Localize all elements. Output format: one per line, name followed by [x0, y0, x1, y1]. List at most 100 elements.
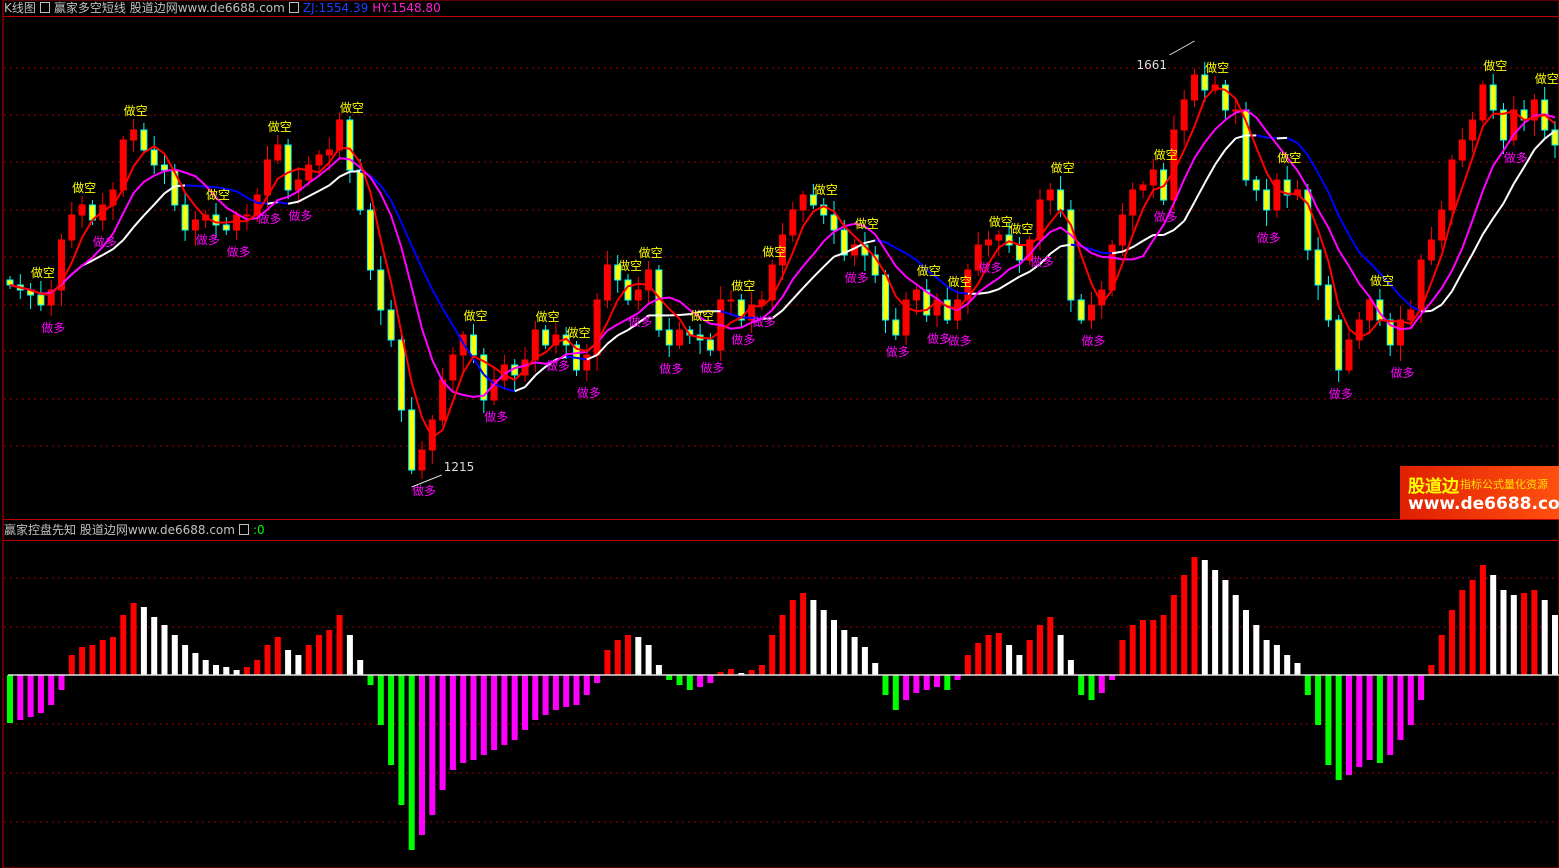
- candle: [408, 397, 416, 474]
- candle-body: [47, 289, 55, 306]
- candle: [1324, 276, 1332, 327]
- histogram-bar: [48, 675, 55, 705]
- sell-signal-label: 做空: [124, 103, 148, 118]
- histogram-bar: [1356, 675, 1363, 767]
- histogram-bar: [295, 655, 302, 675]
- indicator-box-icon[interactable]: [39, 2, 50, 13]
- buy-signal-label: 做多: [1030, 254, 1054, 269]
- candle-body: [531, 329, 539, 361]
- sell-signal-label: 做空: [1277, 150, 1301, 165]
- candle-body: [387, 309, 395, 341]
- ma-slow-segment: [1533, 138, 1546, 151]
- histogram-bar: [1222, 580, 1229, 675]
- candle-body: [820, 204, 828, 216]
- candle-body: [1067, 209, 1075, 301]
- buy-signal-label: 做多: [258, 211, 282, 226]
- ma-slow-segment: [957, 291, 969, 295]
- sell-signal-label: 做空: [989, 214, 1013, 229]
- sell-signal-label: 做空: [72, 180, 96, 195]
- sell-signal-label: 做空: [855, 216, 879, 231]
- ma-slow-segment: [596, 343, 609, 356]
- indicator-box-icon[interactable]: [288, 2, 299, 13]
- ma-slow-segment: [1091, 248, 1103, 254]
- candle-body: [58, 239, 65, 291]
- indicator-box-icon[interactable]: [238, 524, 249, 535]
- candle: [325, 138, 333, 171]
- candle: [1201, 62, 1209, 102]
- ma-slow-segment: [895, 247, 907, 255]
- candle-body: [1335, 319, 1343, 371]
- buy-signal-label: 做多: [412, 483, 436, 498]
- candle-body: [1180, 99, 1188, 131]
- histogram-bar: [666, 675, 673, 680]
- ma-slow-segment: [421, 267, 434, 291]
- ma-slow-segment: [627, 322, 639, 331]
- histogram-bar: [419, 675, 425, 835]
- buy-signal-label: 做多: [1082, 333, 1106, 348]
- ma-slow-segment: [390, 199, 403, 223]
- ma-slow-segment: [1368, 261, 1381, 275]
- histogram-bar: [285, 650, 292, 675]
- candle: [1118, 203, 1126, 256]
- sell-signal-label: 做空: [1009, 221, 1033, 236]
- histogram-bar: [264, 645, 271, 675]
- ma-slow-segment: [1173, 220, 1185, 231]
- indicator-name: 赢家控盘先知 股道边网www.de6688.com: [4, 523, 235, 537]
- buy-signal-label: 做多: [886, 344, 910, 359]
- sell-signal-label: 做空: [762, 244, 786, 259]
- candle-body: [1077, 299, 1085, 321]
- ma-slow-segment: [493, 382, 505, 390]
- histogram-bar: [449, 675, 456, 770]
- candle-body: [665, 329, 673, 346]
- ma-slow-segment: [1337, 215, 1350, 236]
- histogram-bar: [120, 615, 127, 675]
- candle: [1077, 294, 1085, 324]
- histogram-bar: [1006, 645, 1013, 675]
- candle: [58, 234, 65, 306]
- candle-body: [181, 204, 189, 231]
- histogram-bar: [820, 610, 827, 675]
- ma-slow-segment: [771, 309, 784, 320]
- histogram-bar: [810, 600, 817, 675]
- ma-slow-segment: [1348, 234, 1361, 254]
- histogram-bar: [1037, 625, 1043, 675]
- ma-slow-segment: [1430, 303, 1443, 312]
- histogram-bar: [882, 675, 889, 695]
- ma-slow-segment: [905, 252, 917, 261]
- sell-signal-label: 做空: [690, 308, 714, 323]
- histogram-bar: [1026, 640, 1033, 675]
- candle-body: [727, 299, 735, 302]
- ma-slow-segment: [946, 285, 959, 294]
- candle: [1129, 182, 1137, 231]
- ma-slow-segment: [915, 259, 928, 271]
- candle: [861, 232, 869, 271]
- buy-signal-label: 做多: [1154, 209, 1178, 224]
- histogram-bar: [1232, 595, 1239, 675]
- buy-signal-label: 做多: [93, 234, 117, 249]
- ma-slow-segment: [978, 291, 989, 295]
- candle-body: [161, 164, 168, 171]
- ma-slow-segment: [576, 356, 587, 361]
- candle: [1500, 103, 1507, 154]
- candle: [603, 251, 611, 308]
- ma-slow-segment: [637, 314, 650, 324]
- candle-body: [1046, 189, 1054, 201]
- candle-body: [1314, 249, 1322, 286]
- buy-signal-label: 做多: [577, 385, 601, 400]
- candle: [1335, 315, 1343, 382]
- histogram-bar: [460, 675, 467, 763]
- candle: [995, 230, 1003, 256]
- candle-body: [985, 239, 992, 246]
- buy-signal-label: 做多: [484, 409, 508, 424]
- candle-body: [634, 289, 642, 301]
- buy-signal-label: 做多: [196, 232, 220, 247]
- candle: [779, 223, 786, 280]
- histogram-bar: [171, 635, 178, 675]
- ma-slow-segment: [823, 255, 835, 268]
- candle: [397, 334, 405, 422]
- histogram-bar: [995, 633, 1002, 675]
- ma-slow-segment: [1389, 283, 1402, 297]
- candle-body: [974, 244, 982, 271]
- candle-body: [264, 159, 271, 196]
